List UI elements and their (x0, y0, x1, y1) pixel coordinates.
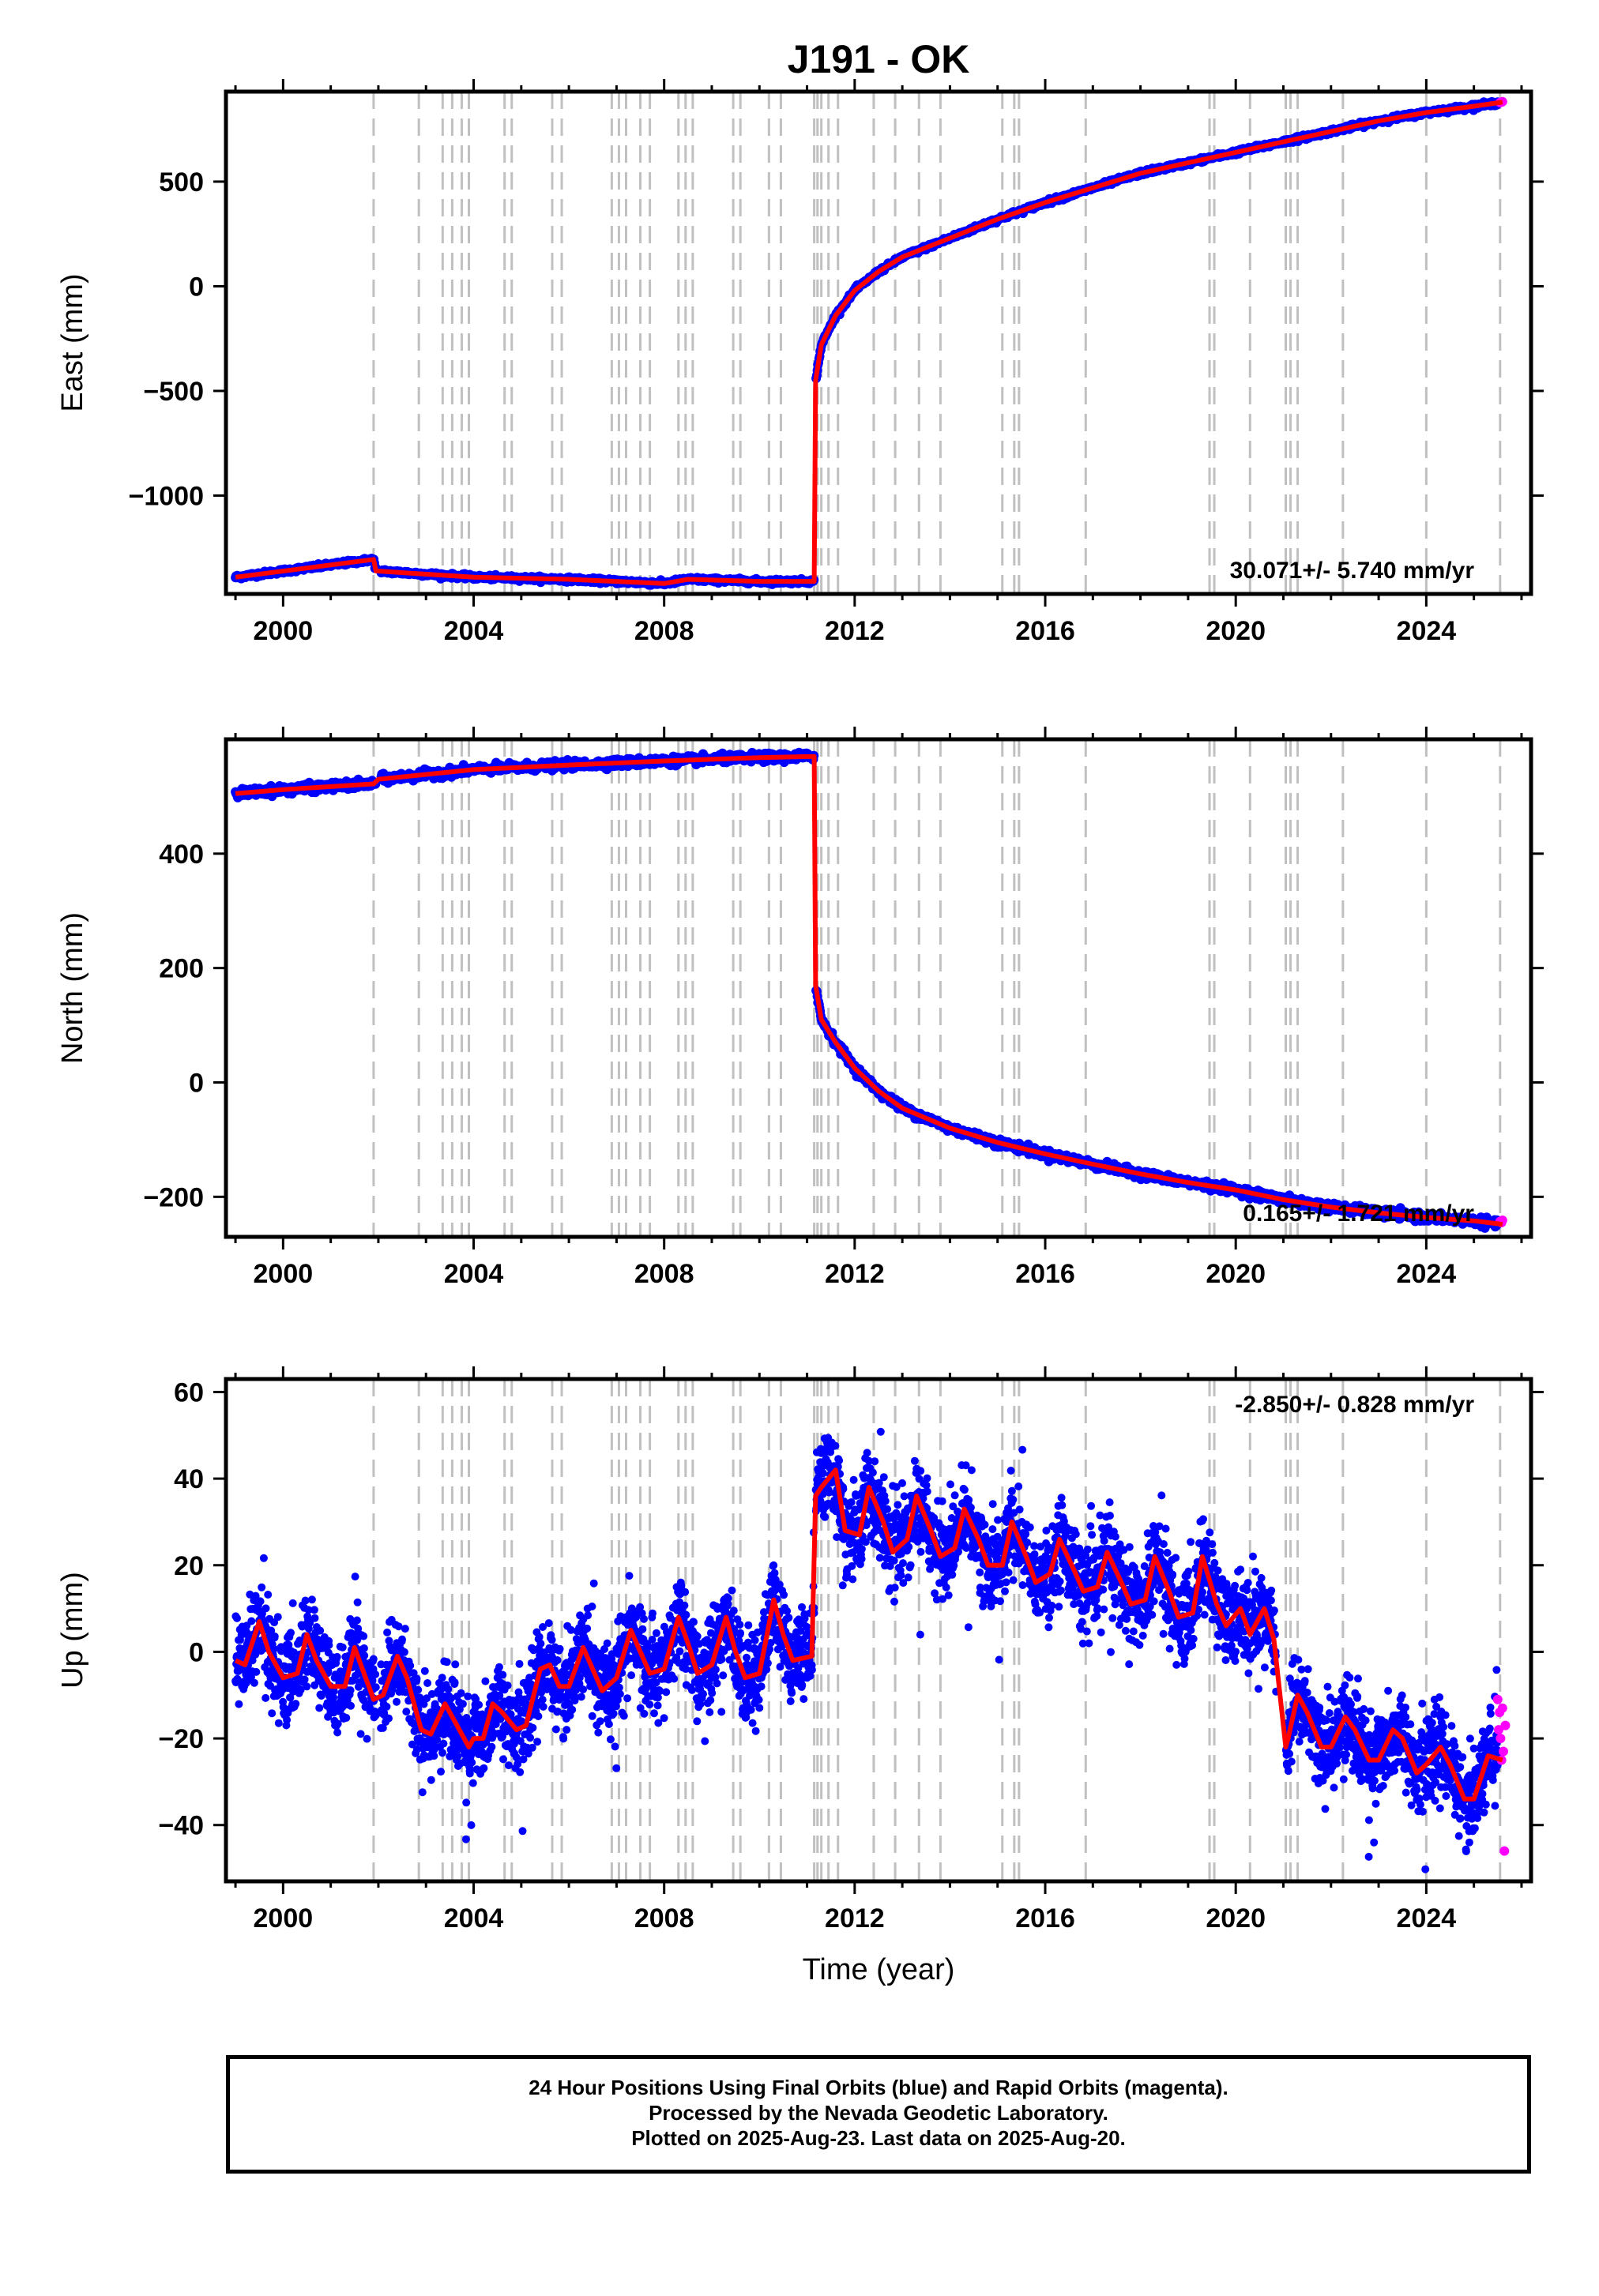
data-point (271, 1633, 279, 1640)
data-point (258, 1584, 265, 1591)
x-axis-title: Time (year) (803, 1953, 955, 1986)
data-point (233, 1614, 241, 1622)
data-point (292, 1700, 299, 1708)
data-point (252, 1668, 260, 1676)
panel-frame (226, 92, 1531, 594)
y-tick-label: 500 (159, 167, 204, 197)
data-point (275, 1719, 283, 1727)
x-tick-label: 2020 (1206, 616, 1266, 646)
panel-north: 2000 2004 2008 2012 2016 2020 2024 −200 0 200 400 N… (56, 727, 1544, 1289)
data-point (268, 1709, 276, 1717)
data-point (257, 1598, 265, 1606)
y-tick-label: −1000 (129, 481, 205, 511)
data-point (303, 1682, 310, 1690)
final-orbit-points-east (231, 97, 1503, 590)
y-tick-label: −200 (143, 1182, 204, 1212)
x-tick-label: 2016 (1015, 1259, 1075, 1289)
data-point (289, 1599, 297, 1607)
plot-area-east (231, 92, 1507, 594)
data-point (247, 1618, 255, 1625)
rate-label: 30.071+/- 5.740 mm/yr (1230, 558, 1475, 584)
x-tick-label: 2008 (634, 1259, 694, 1289)
plot-area-north (231, 739, 1507, 1237)
x-tick-label: 2004 (444, 616, 504, 646)
data-point (274, 1613, 282, 1621)
x-tick-label: 2016 (1015, 616, 1075, 646)
data-point (308, 1595, 316, 1603)
y-tick-label: −500 (143, 377, 204, 407)
x-tick-label: 2020 (1206, 1259, 1266, 1289)
data-point (287, 1629, 295, 1637)
y-tick-label: 0 (189, 1068, 204, 1098)
x-tick-label: 2024 (1397, 616, 1457, 646)
data-point (235, 1700, 243, 1708)
x-tick-label: 2004 (444, 1259, 504, 1289)
figure-title: J191 - OK (788, 37, 970, 81)
x-tick-label: 2008 (634, 616, 694, 646)
model-line-east (235, 102, 1503, 584)
y-tick-label: 0 (189, 272, 204, 302)
x-tick-label: 2024 (1397, 1259, 1457, 1289)
data-point (283, 1716, 291, 1724)
final-orbit-points-north (231, 748, 1503, 1233)
data-point (262, 1604, 270, 1612)
x-tick-label: 2000 (254, 1259, 314, 1289)
data-point (264, 1591, 272, 1599)
data-point (260, 1554, 268, 1562)
panel-frame (226, 739, 1531, 1237)
data-point (301, 1675, 309, 1683)
data-point (261, 1694, 269, 1702)
data-point (250, 1679, 258, 1687)
model-line-north (235, 757, 1503, 1224)
y-tick-label: 200 (159, 954, 204, 984)
y-tick-label: 400 (159, 840, 204, 870)
x-tick-label: 2012 (825, 616, 885, 646)
x-tick-label: 2012 (825, 1259, 885, 1289)
plot-area-up (231, 1379, 1510, 1881)
y-axis-title: North (mm) (56, 912, 89, 1064)
x-tick-label: 2000 (254, 616, 314, 646)
y-axis-title: East (mm) (56, 273, 89, 411)
rate-label: 0.165+/- 1.721 mm/yr (1243, 1201, 1474, 1227)
panel-east: 2000 2004 2008 2012 2016 2020 2024 −1000 −500 0 50… (56, 79, 1544, 646)
